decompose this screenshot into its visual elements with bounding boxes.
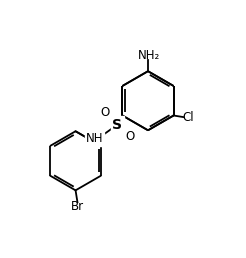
- Text: O: O: [100, 106, 110, 119]
- Text: S: S: [112, 118, 123, 132]
- Text: NH₂: NH₂: [138, 49, 160, 62]
- Text: Br: Br: [71, 200, 84, 213]
- Text: Cl: Cl: [182, 111, 194, 124]
- Text: O: O: [125, 130, 135, 142]
- Text: NH: NH: [86, 132, 103, 145]
